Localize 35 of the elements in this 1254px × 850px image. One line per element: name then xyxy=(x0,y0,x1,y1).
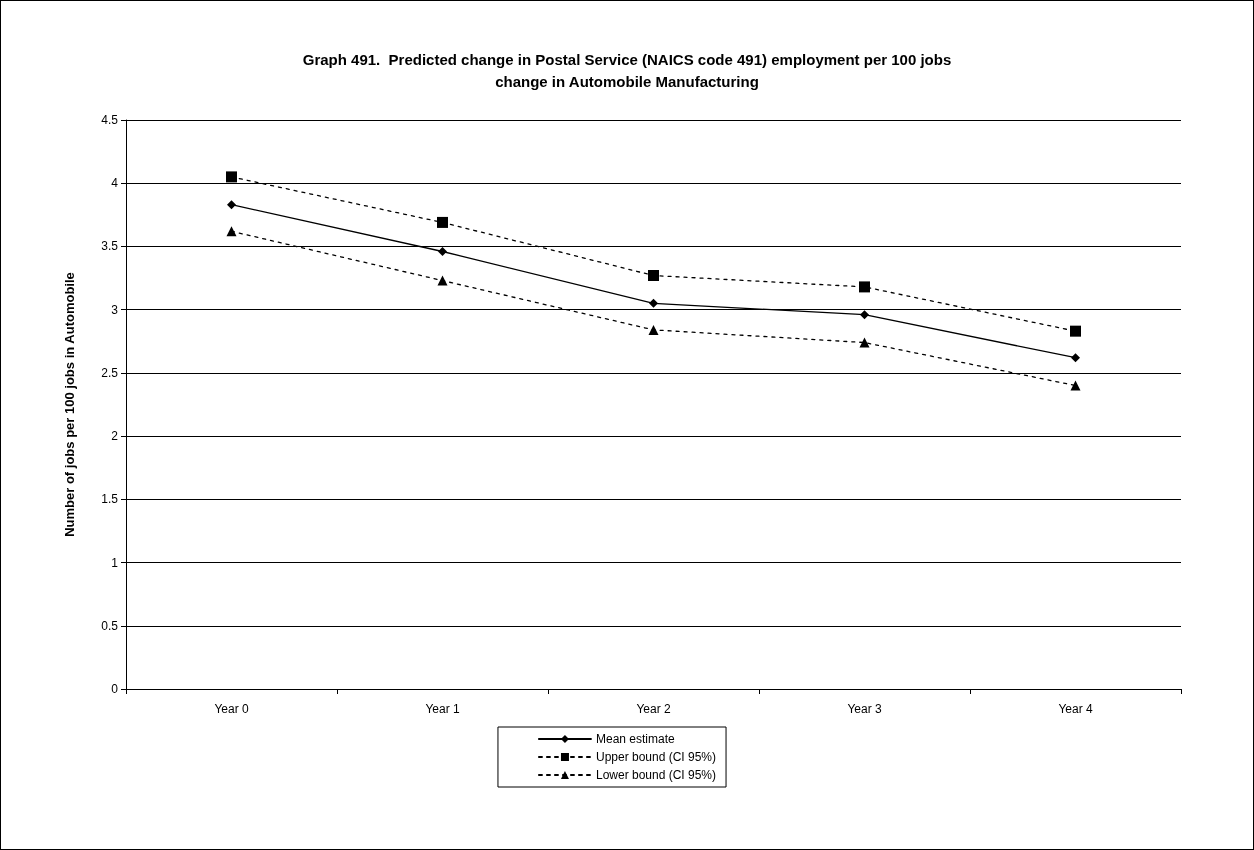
y-tick-label: 2.5 xyxy=(101,365,119,380)
x-tick-label: Year 2 xyxy=(636,702,671,716)
x-tick-label: Year 1 xyxy=(425,702,460,716)
x-tick-label: Year 0 xyxy=(214,702,249,716)
y-axis-title: Number of jobs per 100 jobs in Automobile xyxy=(62,272,77,537)
point xyxy=(1071,353,1080,363)
y-tick-label: 3.5 xyxy=(101,239,119,254)
y-tick-label: 1 xyxy=(111,555,119,570)
point xyxy=(1070,380,1081,391)
y-tick-label: 0.5 xyxy=(101,618,119,633)
point xyxy=(649,298,658,308)
x-tick-label: Year 3 xyxy=(847,702,882,716)
chart-title: Graph 491. Predicted change in Postal Service (NAICS code 491) employment per 100 jobs change in Automobile Manufacturing xyxy=(302,50,952,90)
x-tick-label: Year 4 xyxy=(1058,702,1093,716)
y-tick-label: 4 xyxy=(111,176,119,191)
point xyxy=(226,171,237,183)
legend-label: Lower bound (CI 95%) xyxy=(595,768,717,782)
point xyxy=(648,270,659,282)
y-tick-label: 2 xyxy=(111,429,119,444)
point xyxy=(227,200,236,210)
y-tick-label: 3 xyxy=(111,302,119,317)
point xyxy=(860,310,869,320)
legend-label: Upper bound (CI 95%) xyxy=(595,750,717,764)
point xyxy=(859,281,870,293)
point xyxy=(1070,325,1081,337)
point xyxy=(437,216,448,228)
y-tick-label: 0 xyxy=(111,682,119,696)
point xyxy=(437,275,448,286)
y-tick-label: 4.5 xyxy=(101,113,119,127)
point xyxy=(438,247,447,256)
y-tick-label: 1.5 xyxy=(101,492,119,507)
legend-label: Mean estimate xyxy=(595,732,675,746)
point xyxy=(648,324,659,335)
point xyxy=(859,337,870,348)
point xyxy=(226,226,237,237)
